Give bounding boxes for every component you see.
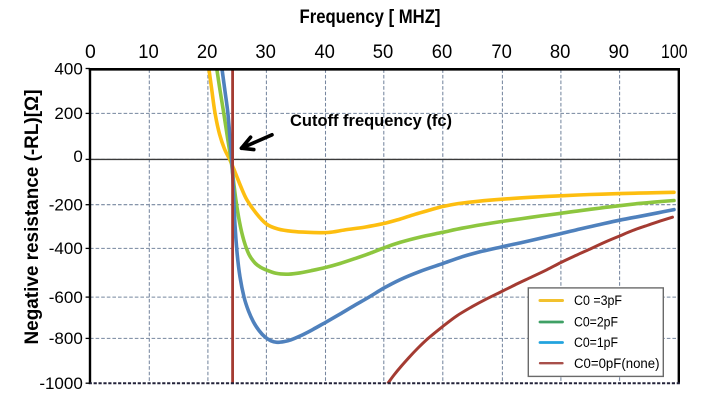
svg-text:-400: -400	[49, 239, 83, 258]
svg-text:C0 =3pF: C0 =3pF	[574, 293, 622, 308]
svg-text:Frequency [ MHZ]: Frequency [ MHZ]	[300, 7, 441, 28]
svg-text:-1000: -1000	[39, 374, 82, 393]
svg-text:C0=1pF: C0=1pF	[574, 335, 618, 350]
svg-text:70: 70	[491, 41, 512, 63]
svg-text:-600: -600	[49, 288, 83, 307]
svg-text:80: 80	[550, 41, 571, 63]
svg-text:0: 0	[73, 147, 82, 166]
svg-text:C0=0pF(none): C0=0pF(none)	[574, 356, 660, 371]
svg-text:Cutoff frequency (fc): Cutoff frequency (fc)	[290, 111, 452, 130]
svg-text:60: 60	[432, 41, 453, 63]
svg-text:400: 400	[54, 59, 82, 78]
svg-text:0: 0	[85, 41, 96, 63]
svg-text:C0=2pF: C0=2pF	[574, 315, 618, 330]
svg-text:20: 20	[197, 41, 218, 63]
svg-text:40: 40	[314, 41, 335, 63]
svg-text:10: 10	[138, 41, 159, 63]
svg-text:-800: -800	[49, 329, 83, 348]
svg-text:30: 30	[255, 41, 276, 63]
svg-text:90: 90	[609, 41, 630, 63]
svg-text:-200: -200	[49, 196, 83, 215]
svg-text:100: 100	[661, 41, 688, 63]
svg-text:50: 50	[373, 41, 394, 63]
svg-text:Negative resistance (-RL)[Ω]: Negative resistance (-RL)[Ω]	[22, 90, 43, 345]
svg-text:200: 200	[54, 104, 82, 123]
